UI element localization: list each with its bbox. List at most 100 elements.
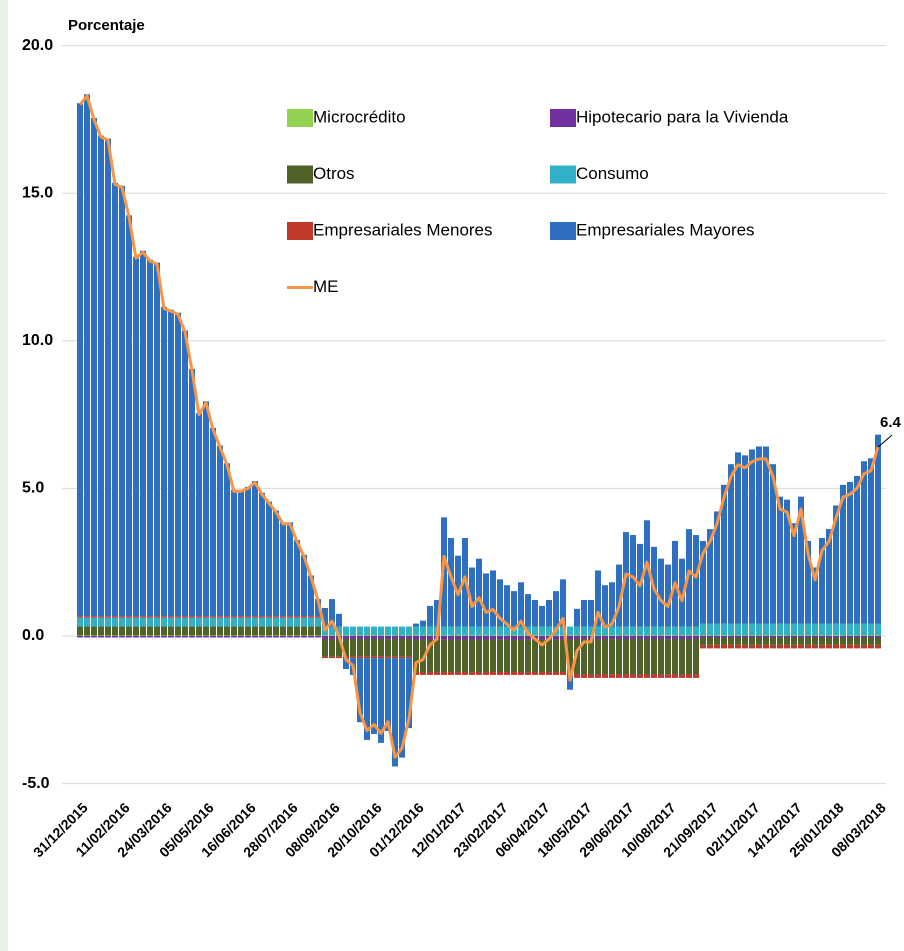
bar-segment: [637, 674, 643, 678]
bar-segment: [679, 558, 685, 627]
bar-segment: [182, 635, 188, 636]
bar-segment: [742, 455, 748, 624]
bar-segment: [168, 626, 174, 636]
bar-segment: [777, 637, 783, 645]
bar-segment: [357, 658, 363, 723]
bar-segment: [322, 638, 328, 657]
bar-segment: [119, 185, 125, 617]
bar-segment: [448, 635, 454, 636]
bar-segment: [665, 674, 671, 678]
bar-segment: [686, 529, 692, 627]
bar-segment: [273, 616, 279, 618]
bar-segment: [812, 637, 818, 645]
bar-segment: [161, 306, 167, 617]
bar-segment: [140, 635, 146, 636]
bar-segment: [630, 626, 636, 636]
bar-segment: [112, 617, 118, 627]
bar-segment: [721, 484, 727, 624]
legend-label: Hipotecario para la Vivienda: [576, 107, 789, 126]
bar-segment: [700, 623, 706, 636]
bar-segment: [252, 616, 258, 618]
bar-segment: [329, 626, 335, 636]
bar-segment: [763, 446, 769, 624]
bar-segment: [322, 636, 328, 639]
bar-segment: [798, 496, 804, 624]
bar-segment: [525, 636, 531, 640]
bar-segment: [763, 623, 769, 636]
bar-segment: [819, 636, 825, 638]
bar-segment: [637, 636, 643, 639]
bar-segment: [462, 626, 468, 636]
bar-segment: [567, 674, 573, 690]
bar-segment: [259, 635, 265, 636]
bar-segment: [833, 635, 839, 636]
bar-segment: [175, 312, 181, 617]
bar-segment: [420, 620, 426, 627]
bar-segment: [854, 623, 860, 636]
bar-segment: [378, 658, 384, 743]
bar-segment: [266, 626, 272, 636]
bar-segment: [77, 635, 83, 636]
bar-segment: [273, 636, 279, 638]
label-leader: [877, 434, 893, 448]
bar-segment: [567, 626, 573, 636]
bar-segment: [777, 636, 783, 638]
bar-segment: [210, 635, 216, 636]
bar-segment: [105, 636, 111, 638]
bar-segment: [693, 635, 699, 636]
bar-segment: [777, 623, 783, 636]
bar-segment: [301, 617, 307, 627]
bar-segment: [532, 639, 538, 673]
bar-segment: [749, 637, 755, 645]
bar-segment: [357, 626, 363, 636]
bar-segment: [658, 636, 664, 639]
bar-segment: [280, 522, 286, 617]
bar-segment: [581, 626, 587, 636]
bar-segment: [238, 617, 244, 627]
bar-segment: [693, 636, 699, 639]
bar-segment: [273, 617, 279, 627]
bar-segment: [413, 636, 419, 640]
bar-segment: [721, 644, 727, 649]
bar-segment: [399, 638, 405, 657]
bar-segment: [217, 617, 223, 627]
bar-segment: [644, 638, 650, 675]
bar-segment: [707, 623, 713, 636]
bar-segment: [623, 674, 629, 678]
bar-segment: [455, 639, 461, 673]
bar-segment: [749, 635, 755, 636]
bar-segment: [371, 635, 377, 636]
bar-segment: [602, 635, 608, 636]
bar-segment: [252, 617, 258, 627]
bar-segment: [749, 644, 755, 649]
bar-segment: [385, 635, 391, 636]
bar-segment: [287, 617, 293, 627]
bar-segment: [392, 656, 398, 659]
bar-segment: [462, 639, 468, 673]
bar-segment: [777, 644, 783, 649]
bar-segment: [875, 636, 881, 638]
bar-segment: [511, 672, 517, 675]
bar-segment: [616, 635, 622, 636]
bar-segment: [623, 626, 629, 636]
bar-segment: [420, 626, 426, 636]
bar-segment: [595, 636, 601, 639]
bar-segment: [301, 616, 307, 618]
bar-segment: [238, 636, 244, 638]
bar-segment: [238, 635, 244, 636]
bar-segment: [224, 636, 230, 638]
bar-segment: [161, 635, 167, 636]
bar-segment: [693, 674, 699, 678]
bar-segment: [196, 626, 202, 636]
bar-segment: [196, 616, 202, 618]
bar-segment: [336, 656, 342, 659]
bar-segment: [126, 616, 132, 618]
bar-segment: [448, 636, 454, 640]
bar-segment: [385, 638, 391, 657]
bar-segment: [301, 636, 307, 638]
bar-segment: [728, 623, 734, 636]
bar-segment: [196, 636, 202, 638]
bar-segment: [784, 499, 790, 624]
bar-segment: [350, 656, 356, 659]
bar-segment: [714, 623, 720, 636]
